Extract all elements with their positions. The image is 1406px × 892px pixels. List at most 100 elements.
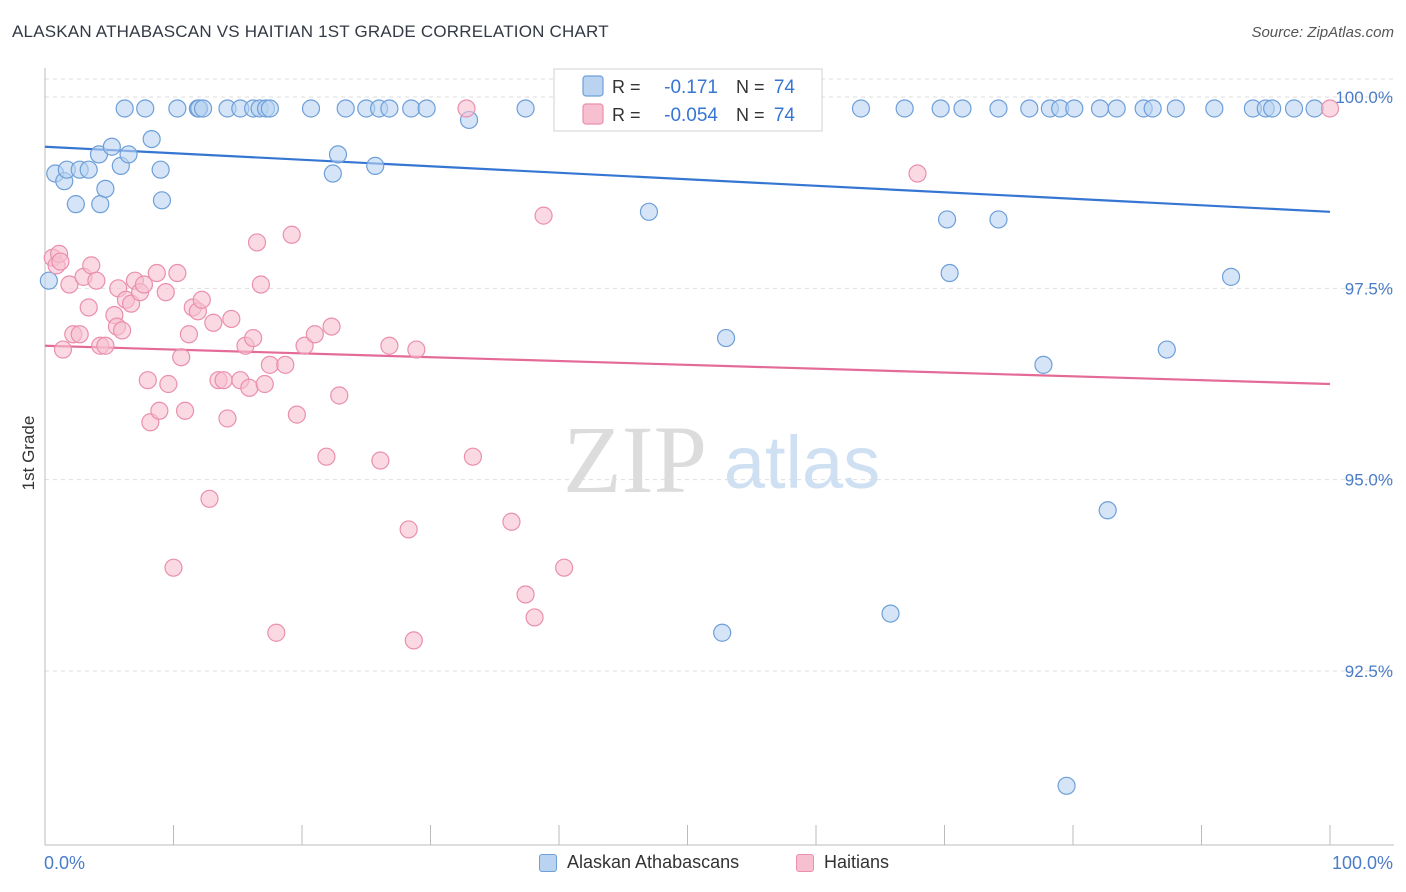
source-credit: Source: ZipAtlas.com — [1251, 24, 1394, 41]
point-haitian-55 — [295, 336, 314, 355]
point-alaskan-49 — [989, 99, 1008, 118]
point-haitian-27 — [156, 283, 175, 302]
point-haitian-36 — [192, 290, 211, 309]
point-alaskan-67 — [940, 263, 959, 283]
point-alaskan-12 — [119, 145, 138, 164]
point-haitian-3 — [51, 252, 70, 271]
chart-title: ALASKAN ATHABASCAN VS HAITIAN 1ST GRADE … — [12, 22, 609, 41]
point-haitian-37 — [200, 489, 219, 508]
point-alaskan-18 — [168, 99, 187, 118]
legend-swatch-blue — [582, 75, 604, 97]
point-alaskan-9 — [96, 179, 115, 198]
watermark: ZIP atlas — [563, 406, 880, 513]
trend-line-alaskan — [44, 145, 1331, 213]
point-haitian-71 — [555, 558, 574, 577]
point-haitian-40 — [214, 371, 233, 390]
point-alaskan-38 — [366, 156, 385, 175]
point-alaskan-62 — [1263, 99, 1282, 118]
y-axis-label: 1st Grade — [19, 416, 38, 491]
point-haitian-60 — [371, 451, 390, 470]
point-haitian-59 — [330, 386, 349, 405]
point-alaskan-32 — [380, 99, 399, 118]
point-alaskan-21 — [193, 99, 213, 118]
point-alaskan-6 — [79, 160, 98, 179]
point-haitian-11 — [87, 271, 106, 290]
data-points — [39, 99, 1340, 795]
point-haitian-28 — [159, 374, 178, 394]
point-alaskan-37 — [328, 145, 348, 164]
legend-n-value-2: 74 — [774, 105, 796, 126]
point-haitian-22 — [134, 275, 154, 294]
point-haitian-10 — [82, 256, 101, 275]
point-haitian-54 — [287, 405, 306, 424]
legend-r-label-2: R = — [612, 105, 641, 125]
point-haitian-13 — [96, 336, 115, 355]
bottom-legend-label-alaskan: Alaskan Athabascans — [567, 852, 740, 872]
point-haitian-48 — [251, 275, 270, 294]
y-tick-label-0: 100.0% — [1335, 88, 1393, 107]
point-haitian-33 — [179, 325, 199, 344]
legend-r-value-2: -0.054 — [664, 105, 718, 126]
point-haitian-67 — [502, 512, 521, 531]
point-haitian-42 — [222, 309, 241, 329]
point-haitian-31 — [172, 348, 191, 367]
point-haitian-4 — [53, 340, 73, 359]
point-alaskan-45 — [851, 99, 871, 118]
legend-swatch-pink — [582, 103, 604, 125]
point-alaskan-57 — [1143, 99, 1162, 118]
y-tick-label-3: 92.5% — [1345, 662, 1393, 681]
point-haitian-64 — [407, 340, 426, 359]
legend-n-label-1: N = — [736, 77, 765, 97]
point-alaskan-29 — [336, 99, 355, 118]
point-alaskan-17 — [136, 99, 155, 118]
point-alaskan-48 — [953, 99, 972, 118]
trend-lines — [44, 145, 1331, 386]
point-haitian-53 — [282, 225, 301, 244]
legend-n-value-1: 74 — [774, 77, 796, 98]
point-haitian-7 — [70, 325, 89, 344]
point-alaskan-54 — [1090, 99, 1110, 118]
bottom-legend-swatch-pink — [796, 853, 814, 872]
point-alaskan-74 — [881, 604, 900, 623]
point-alaskan-36 — [323, 164, 342, 183]
point-haitian-30 — [168, 263, 187, 283]
point-haitian-9 — [79, 298, 98, 317]
bottom-legend-item-haitians: Haitians — [796, 852, 889, 873]
y-tick-label-1: 97.5% — [1345, 279, 1393, 298]
point-alaskan-47 — [931, 99, 950, 118]
point-alaskan-28 — [301, 99, 321, 118]
trend-line-haitian — [44, 344, 1331, 386]
point-haitian-29 — [164, 558, 183, 577]
bottom-legend-item-alaskan: Alaskan Athabascans — [539, 852, 739, 873]
point-haitian-70 — [534, 206, 553, 225]
point-haitian-57 — [317, 447, 336, 466]
point-haitian-5 — [60, 275, 79, 294]
point-alaskan-16 — [115, 99, 134, 118]
point-haitian-26 — [150, 401, 169, 420]
point-alaskan-55 — [1107, 99, 1126, 118]
point-alaskan-73 — [713, 623, 732, 642]
point-alaskan-71 — [1157, 340, 1176, 359]
bottom-legend: Alaskan Athabascans Haitians — [0, 852, 1406, 878]
point-haitian-38 — [204, 313, 223, 332]
legend-n-label-2: N = — [736, 105, 765, 125]
point-alaskan-63 — [1284, 99, 1304, 118]
point-alaskan-66 — [989, 210, 1008, 229]
legend-r-value-1: -0.171 — [664, 77, 718, 98]
y-tick-label-2: 95.0% — [1345, 471, 1393, 490]
stats-legend: R = -0.171 N = 74 R = -0.054 N = 74 — [553, 68, 823, 132]
point-alaskan-75 — [1057, 776, 1076, 795]
x-tick-label-1: 100.0% — [1332, 853, 1393, 873]
point-haitian-25 — [147, 263, 166, 283]
bottom-legend-swatch-blue — [539, 853, 557, 872]
point-haitian-49 — [255, 374, 274, 394]
point-alaskan-46 — [895, 99, 914, 118]
point-alaskan-34 — [417, 99, 436, 118]
point-alaskan-27 — [260, 99, 279, 118]
point-alaskan-10 — [102, 137, 121, 156]
point-alaskan-41 — [639, 202, 659, 221]
point-haitian-47 — [247, 233, 267, 252]
x-tick-label-0: 0.0% — [44, 853, 85, 873]
point-haitian-73 — [1320, 99, 1340, 118]
